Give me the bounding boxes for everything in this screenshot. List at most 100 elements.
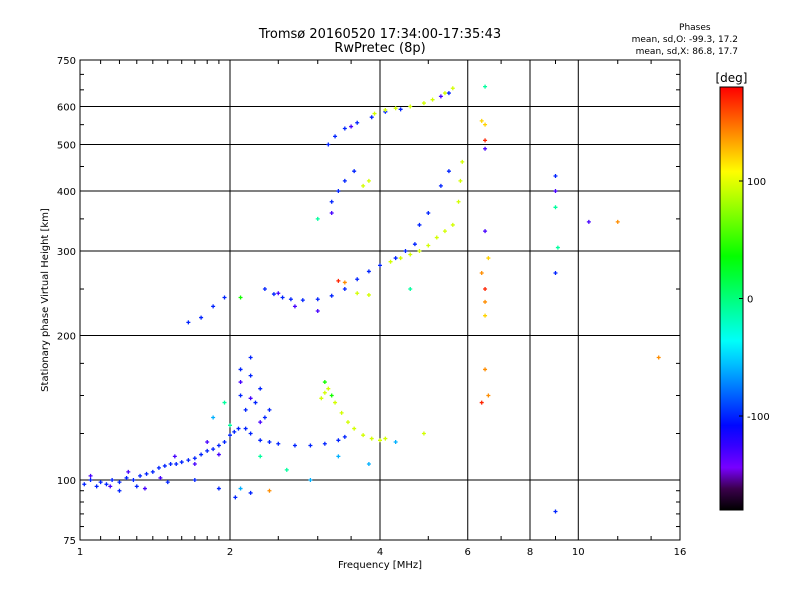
x-tick-label: 8 <box>527 547 533 558</box>
x-tick-label: 4 <box>377 547 383 558</box>
data-point <box>228 423 232 428</box>
data-point <box>450 222 455 227</box>
data-point <box>284 467 289 472</box>
data-point <box>222 295 227 300</box>
data-point <box>553 205 558 210</box>
data-point <box>98 480 103 485</box>
data-point <box>355 291 360 296</box>
data-point <box>315 297 320 302</box>
data-point <box>280 295 285 300</box>
data-point <box>158 475 163 480</box>
data-point <box>142 486 147 491</box>
data-point <box>276 441 281 446</box>
data-point <box>421 431 426 436</box>
data-point <box>216 452 221 457</box>
data-point <box>342 280 347 285</box>
data-point <box>216 443 221 448</box>
data-point <box>345 420 350 425</box>
data-point <box>205 440 210 445</box>
data-point <box>366 269 371 274</box>
data-point <box>483 146 488 151</box>
data-point <box>412 242 417 247</box>
data-point <box>326 142 331 147</box>
data-point <box>233 495 238 500</box>
data-point <box>243 407 248 412</box>
data-point <box>393 256 398 261</box>
data-point <box>442 229 447 234</box>
data-point <box>248 396 253 401</box>
data-point <box>82 482 87 487</box>
phase-stats: Phases mean, sd,O: -99.3, 17.2 mean, sd,… <box>632 22 738 58</box>
data-point <box>426 243 431 248</box>
data-point <box>288 297 293 302</box>
y-tick-label: 100 <box>57 476 76 487</box>
data-point <box>408 252 413 257</box>
chart-title: Tromsø 20160520 17:34:00-17:35:43 <box>258 27 502 42</box>
data-point <box>336 278 341 283</box>
data-point <box>339 410 344 415</box>
data-point <box>486 256 491 261</box>
data-point <box>483 122 488 127</box>
data-point <box>336 438 341 443</box>
data-point <box>186 458 191 463</box>
data-point <box>258 420 263 425</box>
data-point <box>248 431 253 436</box>
data-point <box>319 396 324 401</box>
data-point <box>271 292 276 297</box>
data-point <box>267 488 272 493</box>
phase-stats-o: mean, sd,O: -99.3, 17.2 <box>631 35 738 45</box>
data-point <box>361 183 366 188</box>
data-point <box>336 454 341 459</box>
data-point <box>479 118 484 123</box>
chart-subtitle: RwPretec (8p) <box>334 41 426 56</box>
data-point <box>426 211 431 216</box>
data-point <box>168 461 173 466</box>
data-point <box>333 134 338 139</box>
data-point <box>322 390 327 395</box>
data-point <box>366 178 371 183</box>
data-point <box>205 448 210 453</box>
data-point <box>308 478 313 483</box>
data-point <box>378 438 382 443</box>
x-tick-label: 16 <box>674 547 687 558</box>
data-point <box>138 473 143 478</box>
data-point <box>248 490 253 495</box>
data-point <box>388 259 393 264</box>
data-point <box>553 189 558 194</box>
data-point <box>460 159 465 164</box>
data-point <box>446 91 451 96</box>
data-point <box>232 429 237 434</box>
data-point <box>162 463 167 468</box>
x-tick-label: 10 <box>572 547 585 558</box>
data-point <box>438 94 443 99</box>
data-point <box>372 111 377 116</box>
data-point <box>421 101 426 106</box>
data-point <box>174 461 179 466</box>
data-point <box>144 471 149 476</box>
data-point <box>248 373 253 378</box>
data-point <box>88 478 93 483</box>
data-point <box>186 320 191 325</box>
data-point <box>228 433 232 438</box>
data-point <box>555 245 560 250</box>
data-point <box>211 304 216 309</box>
data-point <box>322 380 327 385</box>
data-point <box>456 199 461 204</box>
data-point <box>378 263 382 268</box>
colorbar-tick-label: 0 <box>747 295 753 306</box>
data-point <box>222 440 227 445</box>
data-point <box>369 436 374 441</box>
y-axis-label: Stationary phase Virtual Height [km] <box>40 208 51 392</box>
x-tick-label: 6 <box>465 547 471 558</box>
data-point <box>131 478 136 483</box>
data-point <box>342 126 347 131</box>
data-point <box>450 86 455 91</box>
y-tick-label: 300 <box>57 247 76 258</box>
y-tick-label: 400 <box>57 187 76 198</box>
data-point <box>322 441 327 446</box>
data-point <box>434 235 439 240</box>
data-point <box>446 169 451 174</box>
phase-stats-heading: Phases <box>679 23 711 33</box>
data-point <box>329 393 334 398</box>
